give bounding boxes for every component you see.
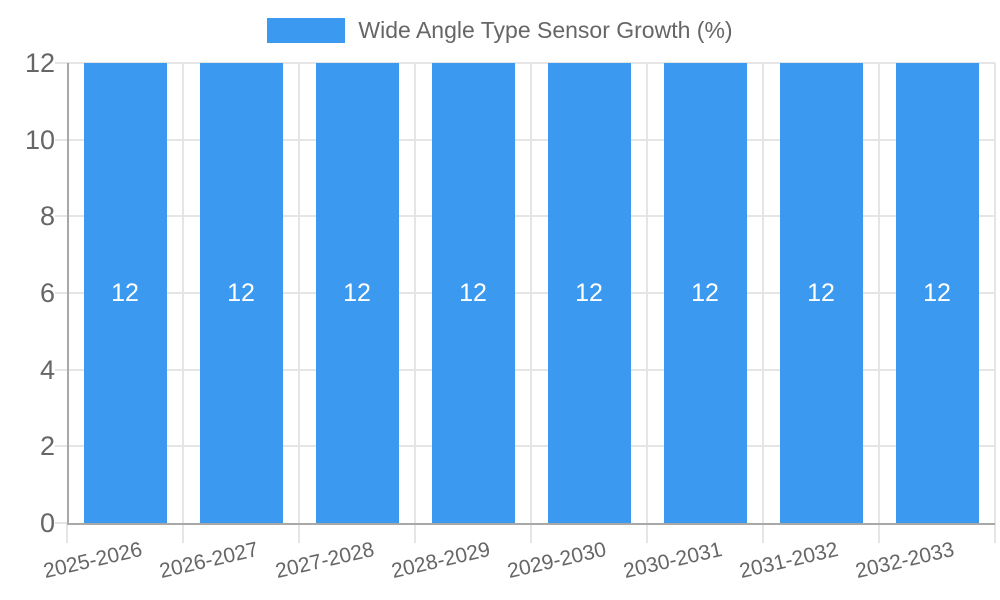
bar-value-label: 12 <box>227 279 255 307</box>
bar[interactable]: 12 <box>895 63 979 523</box>
x-tick-mark <box>878 523 880 543</box>
bar[interactable]: 12 <box>547 63 631 523</box>
x-tick-mark <box>994 523 996 543</box>
bar-value-label: 12 <box>111 279 139 307</box>
bar[interactable]: 12 <box>315 63 399 523</box>
y-tick-mark <box>55 368 67 371</box>
y-tick-label: 6 <box>39 278 55 308</box>
legend-item-series-0[interactable]: Wide Angle Type Sensor Growth (%) <box>267 17 733 43</box>
x-gridline <box>298 63 300 523</box>
bar[interactable]: 12 <box>431 63 515 523</box>
bar[interactable]: 12 <box>83 63 167 523</box>
x-gridline <box>530 63 532 523</box>
y-axis-line <box>67 63 69 525</box>
bar-value-label: 12 <box>343 279 371 307</box>
bar-value-label: 12 <box>923 279 951 307</box>
y-tick-label: 4 <box>39 354 55 385</box>
x-tick-mark <box>530 523 532 543</box>
y-tick-label: 2 <box>39 431 55 462</box>
y-tick-label: 10 <box>24 124 55 155</box>
y-tick-mark <box>55 62 67 64</box>
y-tick-mark <box>55 445 67 448</box>
x-tick-mark <box>298 523 300 543</box>
x-axis-line <box>67 523 995 525</box>
bar-value-label: 12 <box>691 279 719 307</box>
bar[interactable]: 12 <box>779 63 863 523</box>
bar-value-label: 12 <box>807 279 835 307</box>
y-tick-mark <box>55 215 67 218</box>
bar-value-label: 12 <box>459 279 487 307</box>
y-tick-label: 0 <box>39 508 55 538</box>
bar[interactable]: 12 <box>199 63 283 523</box>
y-tick-label: 12 <box>24 48 55 78</box>
x-tick-mark <box>414 523 416 543</box>
x-tick-mark <box>646 523 648 543</box>
legend-label: Wide Angle Type Sensor Growth (%) <box>358 17 733 43</box>
chart-legend: Wide Angle Type Sensor Growth (%) <box>0 17 1000 43</box>
plot-area: 12 12 12 12 12 12 12 12 0 2 4 6 8 10 12 2025-2026 2026-… <box>25 48 996 583</box>
x-tick-mark <box>762 523 764 543</box>
x-gridline <box>994 63 996 523</box>
x-gridline <box>414 63 416 523</box>
x-gridline <box>878 63 880 523</box>
bar[interactable]: 12 <box>663 63 747 523</box>
x-gridline <box>646 63 648 523</box>
x-tick-mark <box>182 523 184 543</box>
x-tick-mark <box>66 523 68 543</box>
y-tick-mark <box>55 522 67 524</box>
y-tick-mark <box>55 292 67 294</box>
legend-swatch <box>267 17 346 43</box>
y-tick-label: 8 <box>39 201 55 232</box>
y-tick-mark <box>55 138 67 141</box>
bar-value-label: 12 <box>575 279 603 307</box>
x-gridline <box>762 63 764 523</box>
x-gridline <box>182 63 184 523</box>
